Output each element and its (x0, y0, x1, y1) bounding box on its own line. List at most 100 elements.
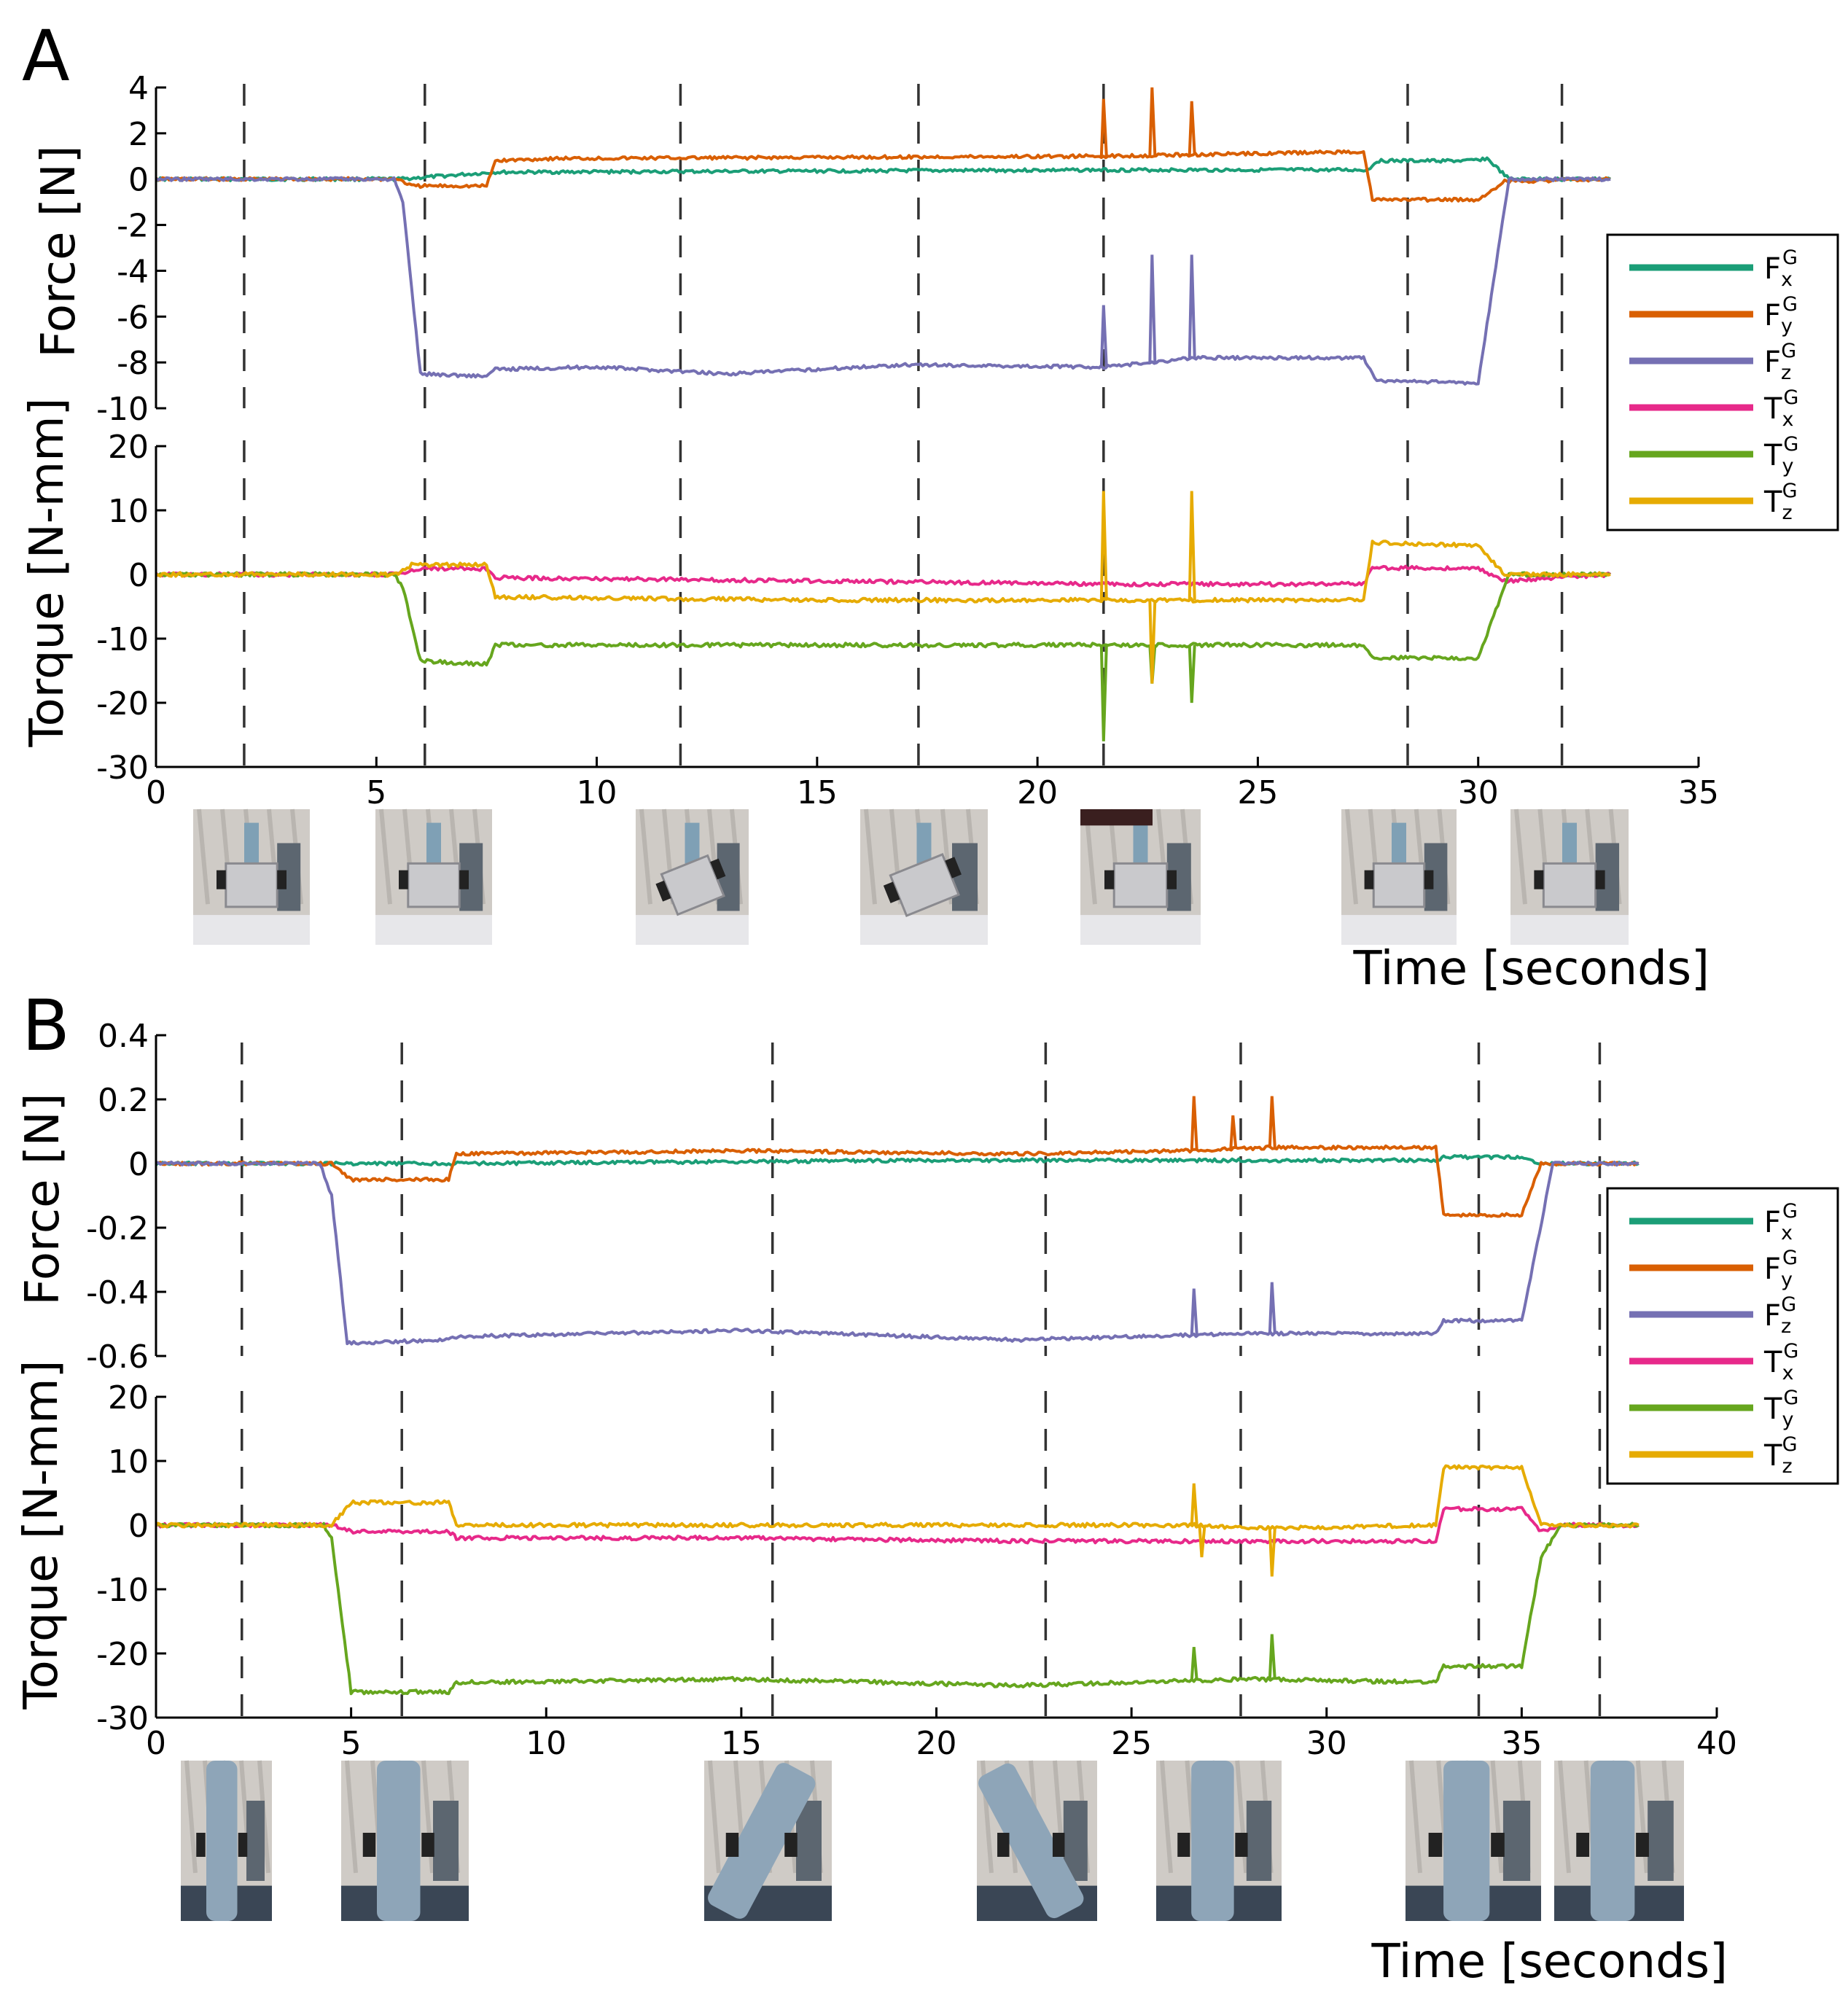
legend-label: FyG (1764, 293, 1798, 338)
series-line-fz-g (155, 1160, 1640, 1346)
thumbnail-photo (1156, 1760, 1282, 1921)
series-line-tz-g (155, 1464, 1640, 1531)
series-line-tx-g (156, 1505, 1640, 1545)
y-tick-label: -10 (96, 621, 149, 658)
x-tick-label: 15 (797, 774, 838, 811)
legend-label: TyG (1763, 1387, 1798, 1431)
y-tick-label: 0.4 (98, 1018, 149, 1055)
y-tick-label: -10 (96, 391, 149, 428)
y-tick-label: -20 (96, 685, 149, 722)
y-tick-label: 20 (108, 429, 149, 466)
legend-label: TyG (1763, 433, 1798, 478)
thumbnails-b (181, 1760, 1684, 1921)
series-spike (1268, 1528, 1276, 1577)
xlabel-b: Time [seconds] (1371, 1935, 1728, 1989)
x-tick-label: 5 (341, 1725, 362, 1762)
legend-label: FxG (1764, 246, 1798, 291)
legend-label: FyG (1764, 1247, 1798, 1291)
series-spike (1188, 254, 1196, 358)
series-spike (1188, 644, 1196, 704)
y-tick-label: 10 (108, 1443, 149, 1481)
y-tick-label: 0 (128, 162, 149, 199)
legend-label: FxG (1764, 1200, 1798, 1244)
x-tick-label: 35 (1678, 774, 1719, 811)
thumbnail-photo (375, 808, 492, 945)
y-tick-label: -30 (96, 749, 149, 787)
y-tick-label: -4 (117, 253, 149, 290)
x-tick-label: 40 (1696, 1725, 1737, 1762)
series-spike (1190, 1096, 1198, 1151)
force-ylabel-b: Force [N] (16, 1093, 70, 1305)
torque-ylabel-b: Torque [N-mm] (15, 1360, 69, 1710)
x-tick-label: 10 (526, 1725, 566, 1762)
y-tick-label: -6 (117, 299, 149, 336)
thumbnail-photo (977, 1760, 1097, 1921)
series-line-fz-g (155, 176, 1611, 386)
legend-label: FzG (1764, 1293, 1796, 1338)
torque-plot-b: Torque [N-mm] 20 10 0 -10 -20 -30 0 5 10 15 20 25 3… (15, 1360, 1737, 1762)
x-tick-label: 25 (1111, 1725, 1152, 1762)
y-tick-label: -30 (96, 1700, 149, 1737)
series-spike (1268, 1634, 1276, 1680)
thumbnails-a (193, 808, 1629, 945)
torque-ylabel-a: Torque [N-mm] (20, 397, 74, 747)
thumbnail-photo (1406, 1760, 1541, 1921)
x-tick-label: 30 (1458, 774, 1499, 811)
series-spike (1268, 1282, 1276, 1334)
series-spike (1268, 1096, 1276, 1148)
panel-b: B Force [N] 0.4 0.2 0 -0.2 -0.4 -0.6 Torque [… (15, 985, 1839, 1989)
x-tick-label: 20 (916, 1725, 957, 1762)
series-line-tx-g (155, 564, 1612, 588)
thumbnail-photo (1554, 1760, 1684, 1921)
y-tick-label: 0 (128, 557, 149, 594)
series-spike (1099, 491, 1108, 601)
y-tick-label: 0.2 (98, 1082, 149, 1119)
legend-box (1606, 233, 1839, 531)
x-tick-label: 5 (366, 774, 386, 811)
series-spike (1148, 87, 1157, 156)
series-spike (1190, 1483, 1198, 1526)
thumbnail-photo (181, 1760, 272, 1921)
thumbnail-photo (860, 808, 988, 945)
legend-label: TzG (1763, 1433, 1798, 1478)
thumbnail-photo (1510, 808, 1629, 945)
series-spike (1148, 254, 1157, 363)
thumbnail-photo (704, 1760, 832, 1921)
y-tick-label: -0.6 (86, 1338, 149, 1376)
x-tick-label: 0 (146, 774, 166, 811)
y-tick-label: -0.2 (86, 1210, 149, 1247)
thumbnail-photo (1341, 808, 1457, 945)
x-tick-label: 30 (1306, 1725, 1347, 1762)
series-spike (1099, 644, 1108, 741)
panel-a: A Force [N] 420-2-4-6-8-10 Torque [N-mm]… (20, 15, 1839, 996)
panel-label-b: B (22, 985, 70, 1067)
y-tick-label: 4 (128, 70, 149, 107)
x-tick-label: 15 (721, 1725, 762, 1762)
thumbnail-photo (636, 808, 749, 945)
y-tick-label: 0 (128, 1508, 149, 1545)
legend-label: TxG (1763, 1340, 1798, 1384)
torque-plot-a: Torque [N-mm] 20 10 0 -10 -20 -30 0 5 10 15 20 25 3… (20, 397, 1719, 811)
y-tick-label: 2 (128, 116, 149, 153)
y-tick-label: -10 (96, 1572, 149, 1609)
x-tick-label: 20 (1017, 774, 1058, 811)
series-line-fy-g (155, 1144, 1640, 1218)
series-line-tz-g (155, 539, 1611, 604)
series-spike (1190, 1647, 1198, 1681)
panel-label-a: A (22, 15, 70, 97)
series-line-ty-g (155, 571, 1611, 667)
series-spike (1190, 1288, 1198, 1336)
xlabel-a: Time [seconds] (1353, 942, 1710, 996)
series-spike (1099, 305, 1108, 367)
series-line-fx-g (155, 1154, 1640, 1167)
legend-label: TxG (1763, 386, 1798, 431)
x-tick-label: 10 (577, 774, 617, 811)
legend-label: FzG (1764, 340, 1796, 384)
thumbnail-photo (193, 808, 310, 945)
x-tick-label: 35 (1501, 1725, 1542, 1762)
series-line-ty-g (155, 1521, 1640, 1696)
thumbnail-photo (341, 1760, 469, 1921)
